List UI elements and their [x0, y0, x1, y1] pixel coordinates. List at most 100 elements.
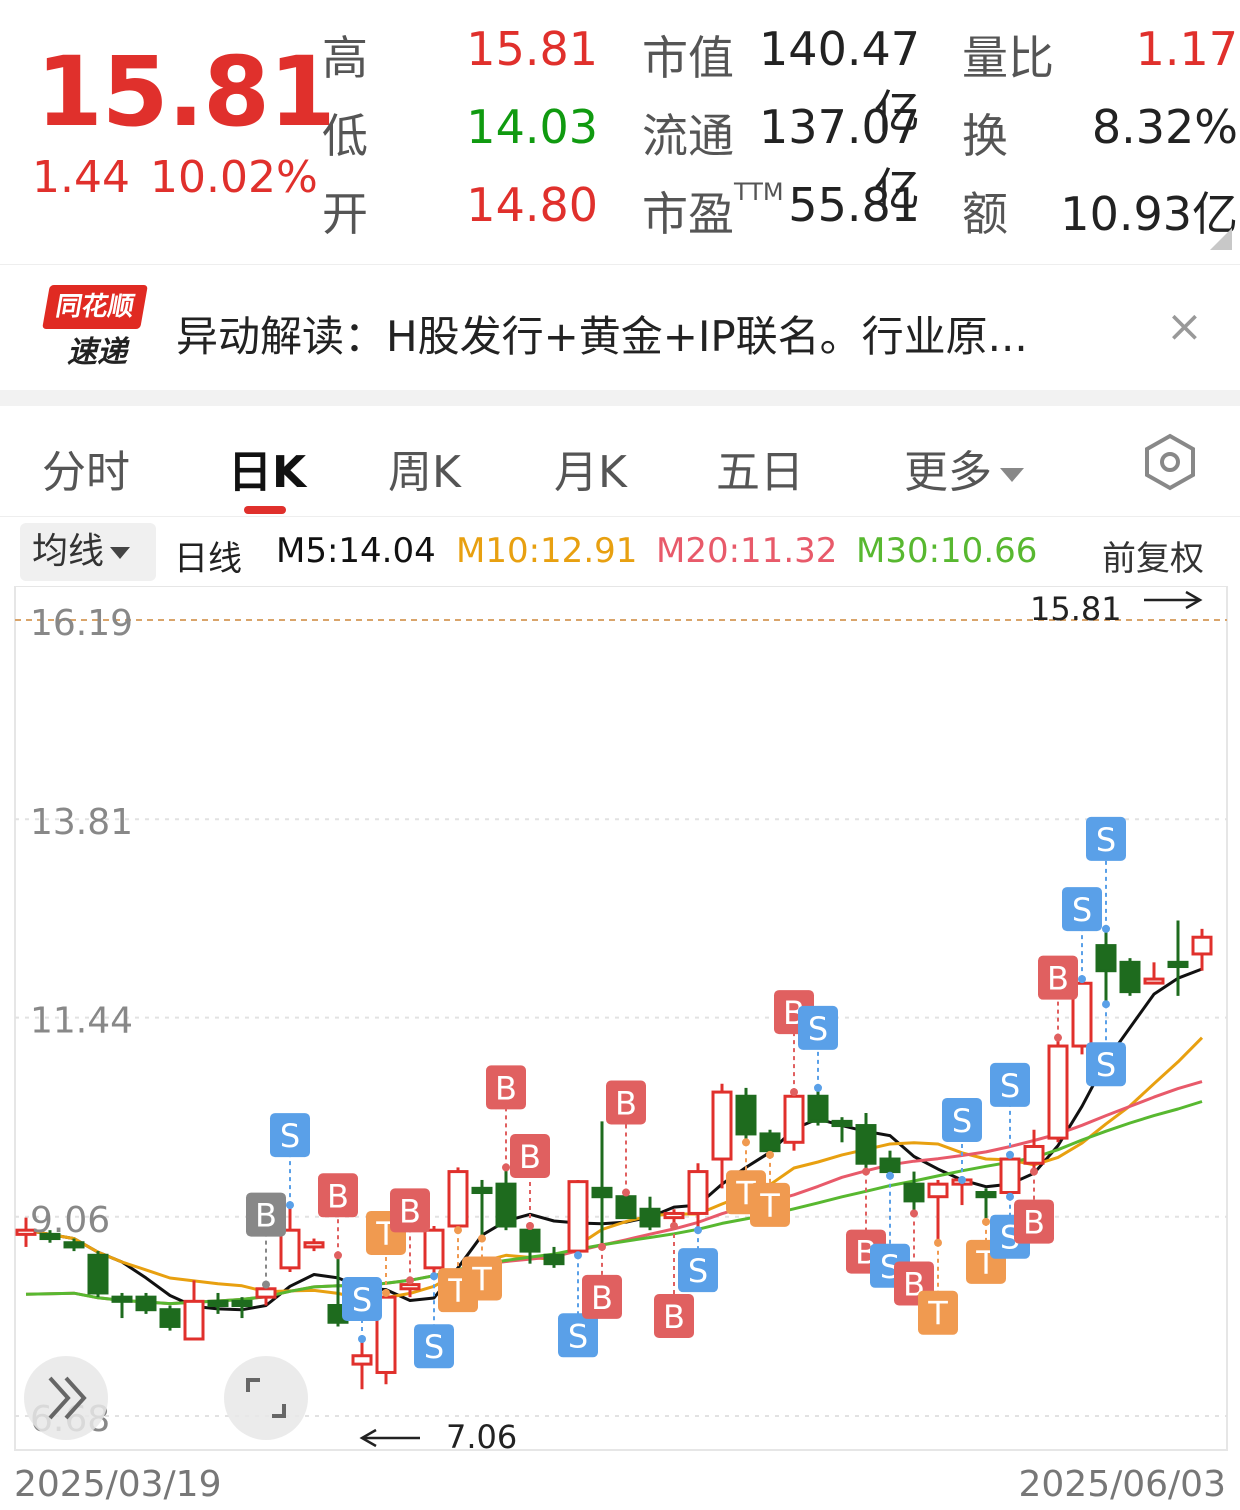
candle-body — [1191, 935, 1213, 956]
candle-body — [1095, 944, 1117, 973]
candle-body — [423, 1228, 445, 1270]
signal-label: S — [952, 1102, 972, 1140]
candle-body — [567, 1180, 589, 1253]
signal-dot — [886, 1171, 894, 1180]
fullscreen-corners-icon[interactable] — [224, 1356, 308, 1440]
tab-weekly-k[interactable]: 周K — [388, 447, 461, 498]
signal-label: B — [663, 1298, 685, 1336]
candle-body — [855, 1124, 877, 1165]
ma10-label: M10:12.91 — [456, 531, 638, 571]
chart-controls[interactable] — [24, 1356, 308, 1440]
signal-badge-B — [246, 1192, 286, 1237]
candle-body — [519, 1228, 541, 1253]
candle-body — [351, 1354, 373, 1366]
signal-label: B — [255, 1197, 277, 1235]
float-cap-value: 137.07亿 — [759, 100, 920, 217]
signal-label: S — [352, 1281, 372, 1319]
candle-body — [759, 1132, 781, 1153]
signal-badge-B — [654, 1293, 694, 1338]
adjust-mode[interactable]: 前复权 — [1102, 539, 1204, 579]
candle-body — [495, 1182, 517, 1228]
signal-dot — [814, 1083, 822, 1092]
candle-body — [447, 1170, 469, 1228]
signal-badge-B — [318, 1173, 358, 1218]
period-tabs: 分时 日K 周K 月K 五日 更多 — [0, 406, 1240, 516]
market-cap-value: 140.47亿 — [759, 22, 920, 139]
signal-badge-S — [798, 1005, 838, 1050]
news-headline[interactable]: 异动解读：H股发行+黄金+IP联名。行业原... — [176, 312, 1028, 361]
signal-badge-T — [918, 1290, 958, 1335]
indicator-selector[interactable]: 均线 — [20, 523, 156, 581]
chevron-down-icon — [110, 547, 131, 559]
signal-badge-B — [390, 1188, 430, 1233]
signal-dot — [622, 1188, 630, 1197]
candle-body — [927, 1182, 949, 1199]
max-price-label: 15.81 — [1030, 590, 1122, 628]
signal-dot — [1006, 1192, 1014, 1201]
candle-body — [135, 1295, 157, 1312]
signal-dot — [1054, 1033, 1062, 1042]
candle-body — [639, 1207, 661, 1228]
x-end-label: 2025/06/03 — [1019, 1464, 1227, 1505]
signal-label: S — [1096, 1046, 1116, 1084]
signal-dot — [766, 1150, 774, 1159]
tab-five-day[interactable]: 五日 — [716, 447, 804, 498]
candle-body — [303, 1241, 325, 1249]
signal-dot — [790, 1088, 798, 1097]
signal-label: B — [399, 1192, 421, 1230]
signal-label: B — [591, 1279, 613, 1317]
candle-body — [879, 1157, 901, 1174]
signal-dot — [502, 1163, 510, 1172]
settings-icon[interactable] — [1140, 432, 1200, 492]
signal-badge-B — [510, 1133, 550, 1178]
signal-label: B — [327, 1177, 349, 1215]
signal-badge-S — [270, 1113, 310, 1158]
signal-label: B — [519, 1138, 541, 1176]
corner-icon — [272, 1404, 286, 1418]
signal-dot — [742, 1138, 750, 1147]
signal-badge-S — [558, 1313, 598, 1358]
corner-icon — [246, 1378, 260, 1392]
y-tick-label: 9.06 — [30, 1200, 110, 1241]
signal-badge-S — [1062, 887, 1102, 932]
current-price: 15.81 — [36, 36, 336, 148]
signal-badge-B — [486, 1065, 526, 1110]
signal-label: S — [1072, 891, 1092, 929]
tab-intraday[interactable]: 分时 — [42, 447, 130, 498]
high-label: 高 — [322, 31, 368, 85]
market-cap-label: 市值 — [642, 31, 734, 85]
signal-dot — [982, 1217, 990, 1226]
signal-dot — [1030, 1167, 1038, 1176]
candle-body — [1071, 981, 1093, 1048]
candle-body — [783, 1094, 805, 1144]
news-bar[interactable]: 同花顺 速递 异动解读：H股发行+黄金+IP联名。行业原... × — [0, 264, 1240, 390]
tab-monthly-k[interactable]: 月K — [554, 447, 627, 498]
candle-body — [39, 1232, 61, 1241]
signal-dot — [382, 1288, 390, 1297]
signal-label: S — [1096, 821, 1116, 859]
chevron-right-icon — [48, 1376, 71, 1420]
pe-value: 55.81 — [788, 178, 920, 232]
signal-dot — [934, 1238, 942, 1247]
candle-body — [903, 1182, 925, 1203]
signal-dot — [334, 1251, 342, 1260]
tab-daily-k[interactable]: 日K — [228, 447, 307, 498]
signal-badge-S — [1086, 816, 1126, 861]
low-value: 14.03 — [466, 100, 598, 154]
candle-body — [1023, 1144, 1045, 1165]
signal-dot — [910, 1209, 918, 1218]
signal-badge-S — [342, 1276, 382, 1321]
expand-corner-icon[interactable] — [1210, 228, 1232, 250]
signal-label: S — [688, 1252, 708, 1290]
tab-more[interactable]: 更多 — [904, 436, 1024, 500]
signal-label: S — [568, 1317, 588, 1355]
signal-badge-B — [582, 1274, 622, 1319]
active-tab-indicator — [244, 506, 286, 514]
signal-badge-S — [1086, 1042, 1126, 1087]
candle-body — [471, 1186, 493, 1195]
signal-dot — [454, 1226, 462, 1235]
candle-body — [15, 1228, 37, 1236]
close-icon[interactable]: × — [1166, 301, 1203, 352]
